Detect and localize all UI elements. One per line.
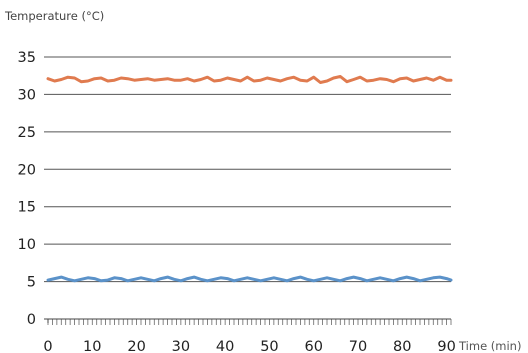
x-tick-label-70: 70 — [349, 339, 367, 353]
x-tick-label-80: 80 — [393, 339, 411, 353]
x-tick-label-20: 20 — [127, 339, 145, 353]
x-tick-labels: 0 10 20 30 40 50 60 70 80 90 — [43, 339, 455, 353]
x-tick-label-0: 0 — [43, 339, 52, 353]
series-line-1 — [46, 75, 453, 84]
x-axis-title: Time (min) — [458, 339, 521, 353]
y-axis-title: Temperature (°C) — [5, 9, 105, 23]
x-tick-label-30: 30 — [172, 339, 190, 353]
x-tick-label-50: 50 — [260, 339, 278, 353]
y-tick-label-20: 20 — [18, 162, 36, 178]
y-tick-labels: 0 5 10 15 20 25 30 35 — [18, 50, 36, 328]
series-line-2 — [46, 275, 453, 283]
x-tick-label-90: 90 — [437, 339, 455, 353]
x-tick-label-40: 40 — [216, 339, 234, 353]
gridlines — [44, 56, 451, 283]
y-tick-label-35: 35 — [18, 50, 36, 66]
x-minor-ticks — [47, 319, 452, 325]
y-tick-label-5: 5 — [27, 275, 36, 291]
y-tick-label-15: 15 — [18, 200, 36, 216]
y-tick-label-25: 25 — [18, 125, 36, 141]
y-tick-label-30: 30 — [18, 87, 36, 103]
x-tick-label-60: 60 — [304, 339, 322, 353]
axes — [44, 318, 451, 323]
series-lines — [46, 75, 453, 283]
y-tick-label-0: 0 — [27, 312, 36, 328]
x-tick-label-10: 10 — [83, 339, 101, 353]
y-tick-label-10: 10 — [18, 237, 36, 253]
